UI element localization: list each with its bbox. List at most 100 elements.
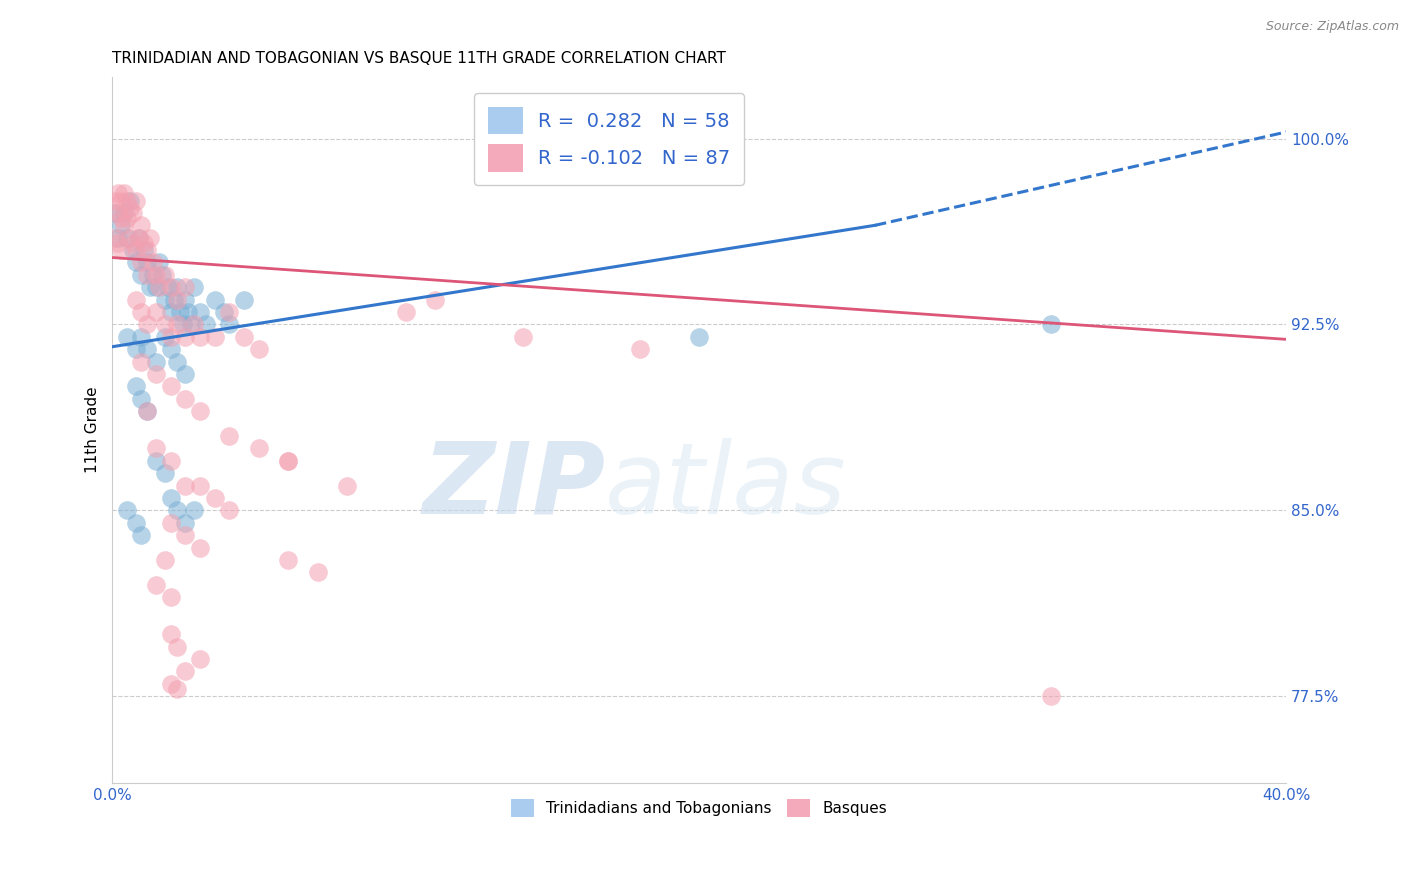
Point bbox=[174, 665, 197, 679]
Point bbox=[134, 243, 156, 257]
Point bbox=[166, 318, 188, 332]
Point bbox=[307, 566, 329, 580]
Point bbox=[688, 330, 710, 344]
Point bbox=[118, 194, 141, 208]
Point bbox=[233, 293, 256, 307]
Point bbox=[174, 478, 197, 492]
Point bbox=[188, 305, 211, 319]
Point bbox=[166, 293, 188, 307]
Point bbox=[136, 343, 159, 357]
Point bbox=[124, 293, 146, 307]
Point bbox=[183, 503, 205, 517]
Point bbox=[136, 268, 159, 282]
Point bbox=[131, 255, 153, 269]
Point bbox=[174, 367, 197, 381]
Point bbox=[159, 454, 181, 468]
Point bbox=[183, 318, 205, 332]
Point bbox=[107, 235, 129, 250]
Point bbox=[188, 541, 211, 555]
Point bbox=[131, 528, 153, 542]
Point bbox=[110, 211, 132, 225]
Point bbox=[218, 503, 240, 517]
Point bbox=[139, 230, 162, 244]
Point bbox=[115, 211, 138, 225]
Point bbox=[142, 268, 165, 282]
Point bbox=[336, 478, 359, 492]
Point bbox=[1040, 318, 1063, 332]
Point bbox=[159, 379, 181, 393]
Point bbox=[148, 280, 170, 294]
Point bbox=[121, 235, 143, 250]
Point bbox=[204, 293, 226, 307]
Point bbox=[159, 305, 181, 319]
Point bbox=[145, 454, 167, 468]
Point bbox=[247, 442, 270, 456]
Point bbox=[188, 478, 211, 492]
Point bbox=[124, 194, 146, 208]
Point bbox=[145, 268, 167, 282]
Point bbox=[159, 590, 181, 604]
Point bbox=[233, 330, 256, 344]
Point bbox=[136, 404, 159, 418]
Point bbox=[124, 243, 146, 257]
Text: atlas: atlas bbox=[605, 438, 846, 535]
Point bbox=[277, 553, 299, 567]
Point bbox=[166, 681, 188, 696]
Point bbox=[512, 330, 534, 344]
Text: Source: ZipAtlas.com: Source: ZipAtlas.com bbox=[1265, 20, 1399, 33]
Point bbox=[124, 343, 146, 357]
Text: ZIP: ZIP bbox=[422, 438, 605, 535]
Point bbox=[136, 404, 159, 418]
Point bbox=[131, 305, 153, 319]
Point bbox=[174, 280, 197, 294]
Point bbox=[115, 230, 138, 244]
Point bbox=[172, 318, 194, 332]
Point bbox=[204, 491, 226, 505]
Point bbox=[136, 255, 159, 269]
Point bbox=[142, 255, 165, 269]
Point bbox=[121, 243, 143, 257]
Point bbox=[153, 553, 176, 567]
Point bbox=[145, 305, 167, 319]
Point bbox=[166, 354, 188, 368]
Point bbox=[159, 516, 181, 530]
Point bbox=[153, 293, 176, 307]
Point bbox=[159, 343, 181, 357]
Point bbox=[107, 230, 129, 244]
Point bbox=[124, 379, 146, 393]
Point bbox=[188, 330, 211, 344]
Point bbox=[118, 201, 141, 215]
Point bbox=[169, 305, 191, 319]
Point bbox=[112, 186, 135, 200]
Point bbox=[124, 516, 146, 530]
Point bbox=[107, 186, 129, 200]
Point bbox=[180, 318, 202, 332]
Point bbox=[218, 305, 240, 319]
Point bbox=[131, 354, 153, 368]
Point bbox=[153, 268, 176, 282]
Point bbox=[177, 305, 200, 319]
Point bbox=[423, 293, 446, 307]
Point bbox=[145, 367, 167, 381]
Point bbox=[131, 330, 153, 344]
Point bbox=[115, 194, 138, 208]
Point bbox=[104, 230, 127, 244]
Point bbox=[145, 578, 167, 592]
Point bbox=[110, 194, 132, 208]
Point bbox=[153, 318, 176, 332]
Point bbox=[131, 268, 153, 282]
Point bbox=[110, 243, 132, 257]
Point bbox=[153, 330, 176, 344]
Point bbox=[277, 454, 299, 468]
Point bbox=[115, 330, 138, 344]
Point bbox=[212, 305, 235, 319]
Point bbox=[124, 255, 146, 269]
Point bbox=[166, 280, 188, 294]
Point bbox=[112, 206, 135, 220]
Point bbox=[166, 503, 188, 517]
Text: TRINIDADIAN AND TOBAGONIAN VS BASQUE 11TH GRADE CORRELATION CHART: TRINIDADIAN AND TOBAGONIAN VS BASQUE 11T… bbox=[112, 51, 725, 66]
Point bbox=[128, 230, 150, 244]
Point bbox=[394, 305, 416, 319]
Point bbox=[247, 343, 270, 357]
Point bbox=[139, 280, 162, 294]
